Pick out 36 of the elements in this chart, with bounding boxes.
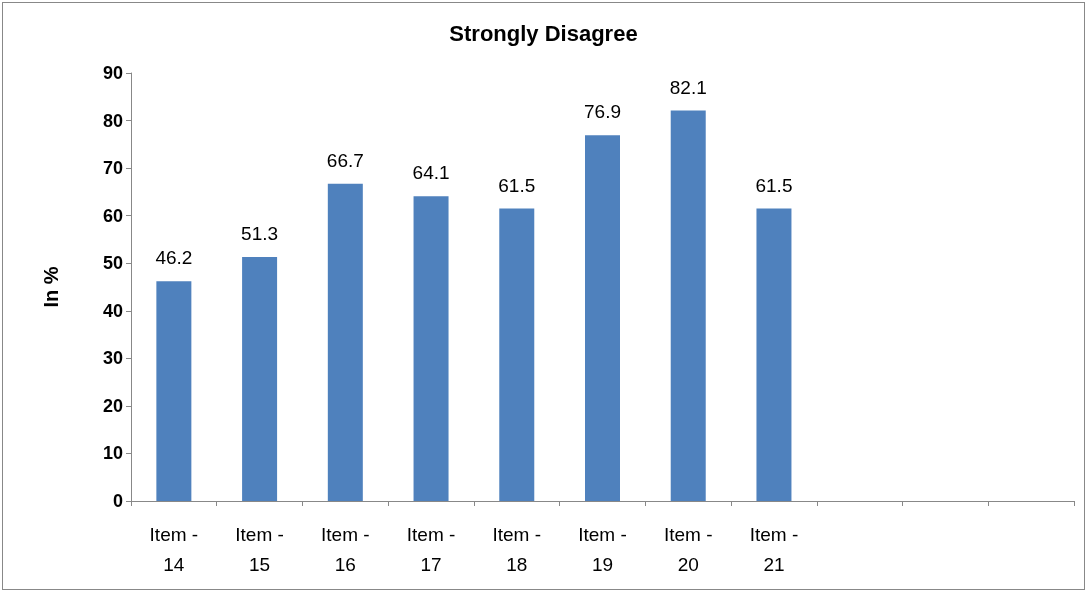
y-tick-label: 40 [102,300,123,321]
x-tick-label: Item - 17 [406,523,456,575]
y-tick-label: 50 [102,253,123,274]
y-tick-label: 10 [102,443,123,464]
y-tick-label: 90 [102,63,123,83]
y-tick-label: 0 [112,491,123,511]
x-tick-label: Item - 15 [235,523,284,575]
data-label: 61.5 [755,174,793,196]
bar [413,196,449,501]
x-tick-label: Item - 20 [663,523,713,575]
bar [156,281,192,501]
y-tick-label: 20 [102,395,123,416]
data-label: 61.5 [498,174,536,196]
x-tick-label: Item - 18 [492,523,542,575]
bar [242,257,278,501]
data-label: 66.7 [326,149,364,171]
y-tick-label: 80 [102,110,123,131]
bar [585,135,620,501]
y-axis-title: In % [40,266,62,308]
chart-title: Strongly Disagree [449,20,638,46]
x-tick-label: Item - 14 [149,523,199,575]
y-tick-label: 70 [102,158,123,179]
data-label: 51.3 [241,223,279,245]
bar [499,208,535,501]
data-label: 64.1 [412,162,450,184]
bar [756,208,792,501]
bar [327,183,363,501]
data-label: 46.2 [155,247,193,269]
data-label: 82.1 [669,76,707,98]
data-label: 76.9 [584,101,621,123]
x-tick-label: Item - 16 [321,523,370,575]
x-tick-label: Item - 21 [749,523,799,575]
y-tick-label: 30 [102,348,123,369]
y-tick-label: 60 [102,205,123,226]
bar [670,110,706,501]
x-tick-label: Item - 19 [578,523,627,575]
